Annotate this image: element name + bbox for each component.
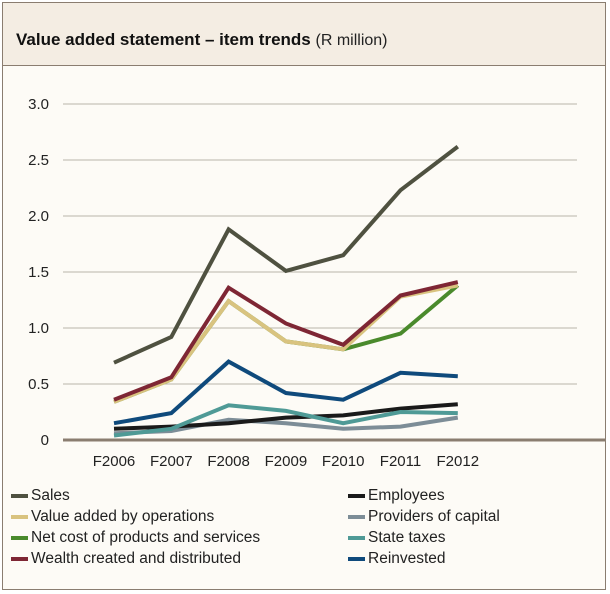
y-tick-label: 2.0 <box>28 208 49 225</box>
x-tick-label: F2008 <box>207 453 250 470</box>
legend-label: State taxes <box>368 529 446 546</box>
chart-header: Value added statement – item trends (R m… <box>3 3 605 66</box>
x-tick-label: F2009 <box>265 453 308 470</box>
x-tick-label: F2012 <box>437 453 480 470</box>
y-tick-label: 0 <box>41 432 49 449</box>
series-line-reinvested <box>113 359 458 426</box>
legend-swatch <box>11 557 28 561</box>
legend-item: Net cost of products and services <box>11 528 260 548</box>
series-line-state-taxes <box>113 403 458 438</box>
series-line-providers-of-capital <box>113 415 459 436</box>
x-axis-ticks: F2006 F2007 F2008 F2009 F2010 F2011 F2012 <box>93 453 479 470</box>
y-tick-label: 1.0 <box>28 320 49 337</box>
legend-swatch <box>11 515 28 519</box>
legend-label: Reinvested <box>368 550 446 567</box>
legend-item: Value added by operations <box>11 507 214 527</box>
legend-item: Reinvested <box>348 549 446 569</box>
grid-lines <box>63 103 577 385</box>
legend-swatch <box>11 536 28 540</box>
series-line-employees <box>113 402 458 431</box>
legend-swatch <box>348 536 365 540</box>
legend-label: Net cost of products and services <box>31 529 261 546</box>
legend-item: Sales <box>11 486 70 506</box>
x-tick-label: F2011 <box>380 453 421 470</box>
legend-swatch <box>348 557 365 561</box>
x-tick-label: F2010 <box>322 453 365 470</box>
chart-title-unit: (R million) <box>315 32 388 49</box>
chart-title: Value added statement – item trends (R m… <box>16 30 388 50</box>
legend-swatch <box>348 494 365 498</box>
legend-item: Employees <box>348 486 445 506</box>
y-tick-label: 3.0 <box>28 96 49 113</box>
y-tick-label: 1.5 <box>28 264 49 281</box>
y-axis-ticks: 0 0.5 1.0 1.5 2.0 2.5 3.0 <box>28 96 49 449</box>
series-lines <box>113 145 460 438</box>
legend-item: State taxes <box>348 528 446 548</box>
legend-item: Providers of capital <box>348 507 500 527</box>
y-tick-label: 2.5 <box>28 152 49 169</box>
legend-item: Wealth created and distributed <box>11 549 241 569</box>
legend-swatch <box>348 515 365 519</box>
line-chart: 0 0.5 1.0 1.5 2.0 2.5 3.0 F2006 F2007 F2008 F2009… <box>28 96 605 470</box>
x-tick-label: F2007 <box>150 453 193 470</box>
legend-label: Value added by operations <box>31 508 215 525</box>
legend-label: Providers of capital <box>368 508 500 525</box>
legend-label: Wealth created and distributed <box>31 550 241 567</box>
series-line-sales <box>113 145 460 365</box>
x-tick-label: F2006 <box>93 453 136 470</box>
series-line-wealth-created-and-distributed <box>113 280 459 402</box>
chart-title-text: Value added statement – item trends <box>16 30 311 49</box>
y-tick-label: 0.5 <box>28 376 49 393</box>
legend-label: Employees <box>368 487 445 504</box>
legend-label: Sales <box>31 487 70 504</box>
legend-swatch <box>11 494 28 498</box>
chart-legend: Sales Employees Value added by operations P… <box>3 485 605 589</box>
